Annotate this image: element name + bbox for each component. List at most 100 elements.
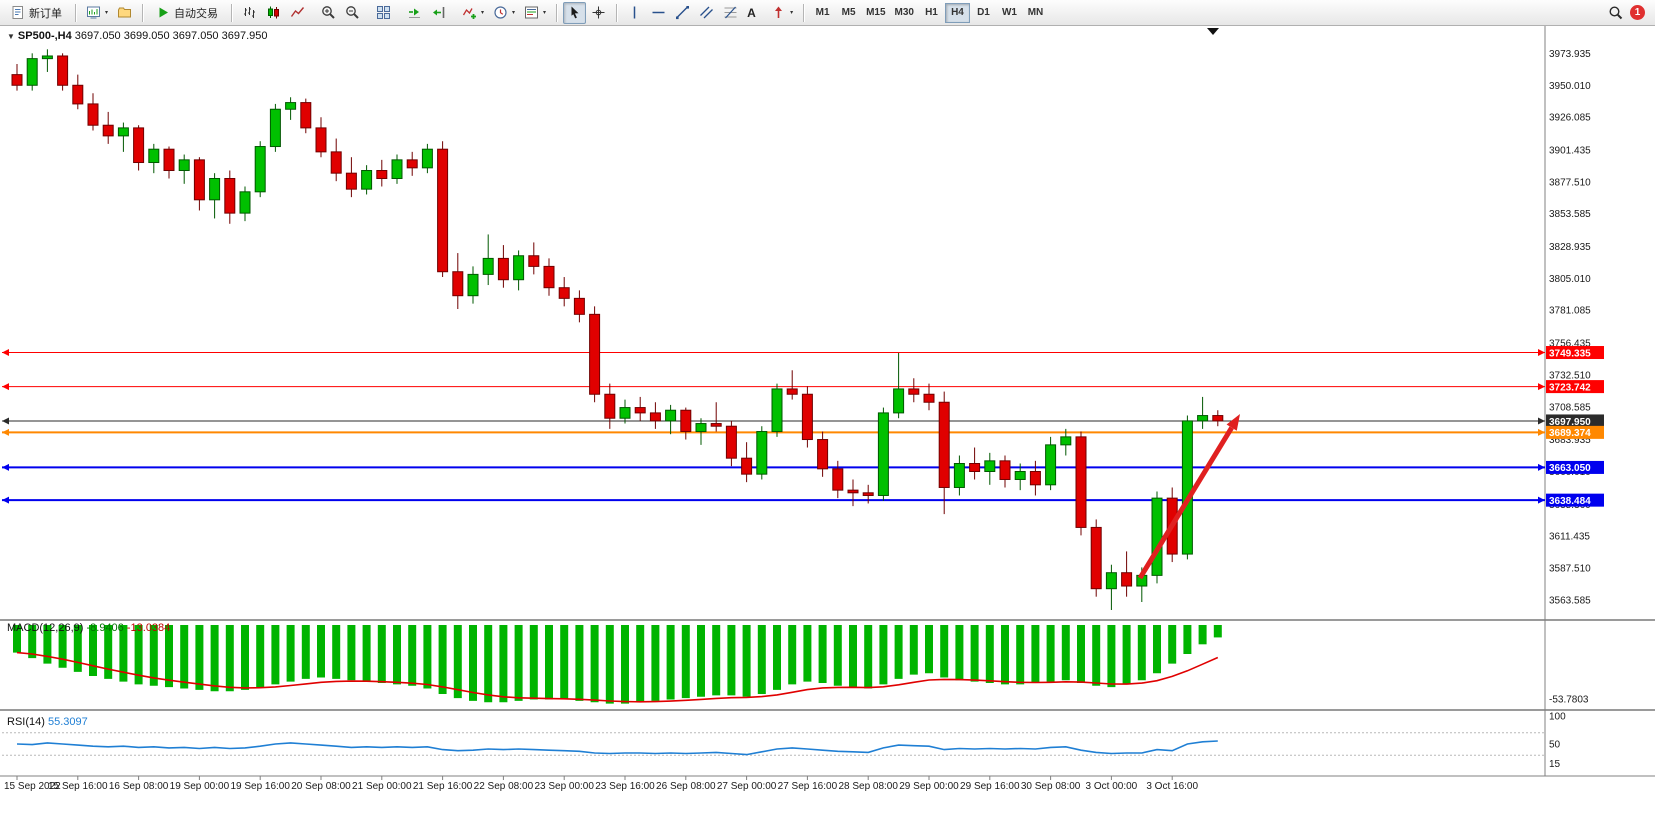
time-tick-label: 20 Sep 08:00 xyxy=(291,781,351,792)
crosshair-button[interactable] xyxy=(587,2,610,24)
auto-trading-button[interactable]: 自动交易 xyxy=(149,2,225,24)
shift-marker[interactable] xyxy=(1207,28,1219,35)
chart-menu-icon[interactable]: ▼ xyxy=(7,32,15,41)
trend-arrow[interactable] xyxy=(1137,426,1234,580)
auto-trading-icon xyxy=(159,7,169,18)
rsi-name: RSI(14) xyxy=(7,716,45,728)
channel-icon xyxy=(700,6,714,19)
zoom-out-button[interactable] xyxy=(341,2,364,24)
price-badge-label: 3689.374 xyxy=(1549,428,1591,439)
price-badge xyxy=(1546,414,1604,428)
new-chart-icon xyxy=(87,6,100,19)
text-tool-button[interactable]: A xyxy=(743,2,766,24)
indicators-button[interactable]: ▾ xyxy=(458,2,488,24)
candle-body xyxy=(1121,572,1133,587)
timeframe-mn[interactable]: MN xyxy=(1023,3,1048,23)
timeframe-h4[interactable]: H4 xyxy=(944,2,970,23)
fibonacci-button[interactable] xyxy=(719,2,742,24)
candle-body xyxy=(1075,436,1087,528)
timeframe-m1[interactable]: M1 xyxy=(810,3,835,23)
trend-arrow-head[interactable] xyxy=(1226,414,1240,431)
candle-body xyxy=(847,489,859,494)
candle-body xyxy=(649,412,661,422)
arrows-tool-button[interactable]: ▾ xyxy=(767,2,797,24)
zoom-in-button[interactable] xyxy=(317,2,340,24)
chevron-down-icon: ▾ xyxy=(512,10,516,16)
candle-body xyxy=(756,431,768,475)
periods-button[interactable]: ▾ xyxy=(489,2,519,24)
chart-shift-icon xyxy=(433,7,445,18)
vertical-line-button[interactable] xyxy=(623,2,646,24)
price-tick-label: 3587.510 xyxy=(1549,564,1591,575)
candle-body xyxy=(573,297,585,315)
price-axis[interactable]: 3973.935 3950.010 3926.085 3901.435 3877.510… xyxy=(1549,49,1591,770)
profiles-button[interactable] xyxy=(113,2,136,24)
candle-body xyxy=(406,159,418,169)
candle-body xyxy=(57,55,69,86)
timeframe-m5[interactable]: M5 xyxy=(836,3,861,23)
macd-indicator-label: MACD(12,26,9) -8.9406 -13.0384 xyxy=(7,622,170,634)
new-chart-button[interactable]: ▾ xyxy=(82,2,112,24)
time-tick-label: 23 Sep 00:00 xyxy=(534,781,594,792)
price-tick-label: 3756.435 xyxy=(1549,339,1591,350)
candle-body xyxy=(421,148,433,169)
new-order-button[interactable]: 新订单 xyxy=(4,2,69,24)
price-badge-label: 3723.742 xyxy=(1549,382,1591,393)
candle-body xyxy=(87,103,99,126)
candle-body xyxy=(938,401,950,488)
timeframe-w1[interactable]: W1 xyxy=(997,3,1022,23)
price-badge xyxy=(1546,493,1604,507)
candle-body xyxy=(801,393,813,441)
tile-windows-button[interactable] xyxy=(372,2,395,24)
top-toolbar: 新订单 ▾ 自动交易 xyxy=(0,0,1655,26)
candle-body xyxy=(269,108,281,148)
candles-layer xyxy=(11,49,1224,611)
candle-body xyxy=(163,148,175,172)
line-chart-icon xyxy=(290,7,305,17)
candle-body xyxy=(148,148,160,164)
candle-body xyxy=(467,273,479,297)
auto-scroll-button[interactable] xyxy=(403,2,426,24)
time-tick-label: 27 Sep 00:00 xyxy=(717,781,777,792)
candle-body xyxy=(984,460,996,472)
timeframe-m30[interactable]: M30 xyxy=(891,3,918,23)
search-button[interactable] xyxy=(1604,2,1627,24)
candle-body xyxy=(999,460,1011,480)
chevron-down-icon: ▾ xyxy=(105,10,109,16)
timeframe-m15[interactable]: M15 xyxy=(862,3,889,23)
notification-badge[interactable]: 1 xyxy=(1630,5,1645,20)
time-tick-label: 16 Sep 08:00 xyxy=(109,781,169,792)
candlestick-chart-button[interactable] xyxy=(262,2,285,24)
rsi-axis-label: 15 xyxy=(1549,759,1561,770)
candle-body xyxy=(452,271,464,297)
fibonacci-icon xyxy=(724,6,737,19)
templates-button[interactable]: ▾ xyxy=(520,2,550,24)
line-chart-button[interactable] xyxy=(286,2,309,24)
candle-body xyxy=(513,255,525,281)
zoom-in-icon xyxy=(322,6,335,19)
price-tick-label: 3926.085 xyxy=(1549,113,1591,124)
candle-body xyxy=(1060,436,1072,446)
candle-body xyxy=(315,127,327,153)
cursor-button[interactable] xyxy=(563,1,587,24)
bar-chart-icon xyxy=(244,7,256,18)
horizontal-line-button[interactable] xyxy=(647,2,670,24)
candlestick-chart-icon xyxy=(268,6,280,19)
price-tick-label: 3781.085 xyxy=(1549,306,1591,317)
candle-body xyxy=(361,170,373,190)
timeframe-d1[interactable]: D1 xyxy=(971,3,996,23)
timeframe-h1[interactable]: H1 xyxy=(919,3,944,23)
bar-chart-button[interactable] xyxy=(238,2,261,24)
time-tick-label: 15 Sep 16:00 xyxy=(48,781,108,792)
chart-canvas[interactable]: 3973.935 3950.010 3926.085 3901.435 3877.510… xyxy=(0,26,1655,826)
channel-button[interactable] xyxy=(695,2,718,24)
chart-shift-button[interactable] xyxy=(427,2,450,24)
candle-body xyxy=(41,55,53,60)
trendline-button[interactable] xyxy=(671,2,694,24)
new-order-label: 新订单 xyxy=(29,7,62,20)
time-tick-label: 3 Oct 16:00 xyxy=(1146,781,1198,792)
time-tick-label: 21 Sep 16:00 xyxy=(413,781,473,792)
time-tick-label: 27 Sep 16:00 xyxy=(778,781,838,792)
